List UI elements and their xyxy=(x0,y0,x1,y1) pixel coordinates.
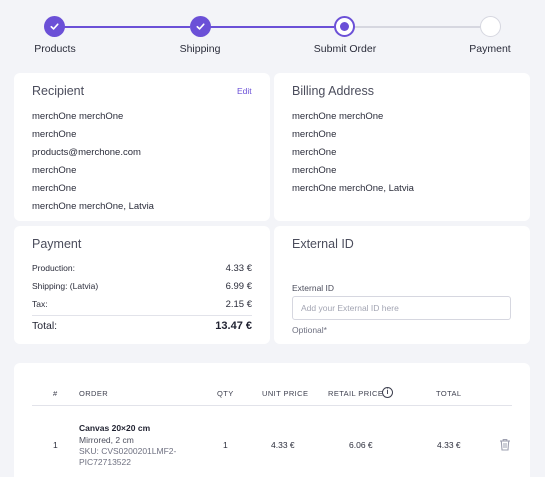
billing-line: merchOne merchOne, Latvia xyxy=(292,183,414,194)
recipient-line: merchOne xyxy=(32,165,77,176)
payment-row-tax: Tax: 2.15 € xyxy=(32,299,252,310)
row-unit-price: 4.33 € xyxy=(271,440,295,450)
payment-title: Payment xyxy=(32,237,82,251)
billing-address-card: Billing Address merchOne merchOne merchO… xyxy=(274,73,530,221)
recipient-line: merchOne merchOne xyxy=(32,111,124,122)
billing-title: Billing Address xyxy=(292,84,374,98)
recipient-line: merchOne merchOne, Latvia xyxy=(32,201,154,212)
step-label-products[interactable]: Products xyxy=(34,43,76,55)
recipient-title: Recipient xyxy=(32,84,85,98)
payment-card: Payment Production: 4.33 € Shipping: (La… xyxy=(14,226,270,344)
external-id-title: External ID xyxy=(292,237,354,251)
billing-line: merchOne xyxy=(292,165,337,176)
step-products-check-icon[interactable] xyxy=(44,16,65,37)
recipient-card: Recipient Edit merchOne merchOne merchOn… xyxy=(14,73,270,221)
row-num: 1 xyxy=(53,440,58,450)
row-qty: 1 xyxy=(223,440,228,450)
retail-price-info-icon[interactable]: i xyxy=(382,387,393,398)
col-header-qty: QTY xyxy=(217,389,234,398)
payment-total-label: Total: xyxy=(32,320,58,332)
step-submit-order-current-icon xyxy=(334,16,355,37)
step-connector xyxy=(64,26,190,28)
external-id-input[interactable] xyxy=(292,296,511,320)
payment-row-label: Tax: xyxy=(32,299,48,309)
col-header-num: # xyxy=(53,389,58,398)
product-sku: SKU: CVS0200201LMF2-PIC72713522 xyxy=(79,446,177,467)
payment-divider xyxy=(32,315,252,316)
external-id-field-label: External ID xyxy=(292,283,335,293)
checkout-stepper: Products Shipping Submit Order Payment xyxy=(0,0,545,62)
payment-row-value: 2.15 € xyxy=(225,299,252,310)
step-label-submit-order: Submit Order xyxy=(313,43,377,55)
payment-row-label: Shipping: (Latvia) xyxy=(32,281,99,291)
product-name: Canvas 20×20 cm xyxy=(79,423,151,433)
step-label-shipping[interactable]: Shipping xyxy=(179,43,221,55)
edit-recipient-link[interactable]: Edit xyxy=(237,86,252,96)
payment-total-value: 13.47 € xyxy=(215,320,252,332)
step-connector xyxy=(354,26,480,28)
billing-line: merchOne merchOne xyxy=(292,111,384,122)
external-id-card: External ID External ID Optional* xyxy=(274,226,530,344)
payment-row-value: 4.33 € xyxy=(225,263,252,274)
table-header-divider xyxy=(32,405,512,406)
payment-row-production: Production: 4.33 € xyxy=(32,263,252,274)
billing-line: merchOne xyxy=(292,129,337,140)
step-connector xyxy=(210,26,334,28)
recipient-line: products@merchone.com xyxy=(32,147,141,158)
payment-row-shipping: Shipping: (Latvia) 6.99 € xyxy=(32,281,252,292)
payment-row-label: Production: xyxy=(32,263,75,273)
step-payment-circle-icon xyxy=(480,16,501,37)
recipient-line: merchOne xyxy=(32,129,77,140)
payment-total-row: Total: 13.47 € xyxy=(32,320,252,332)
row-retail-price: 6.06 € xyxy=(349,440,373,450)
col-header-unit-price: UNIT PRICE xyxy=(262,389,309,398)
row-total: 4.33 € xyxy=(437,440,461,450)
external-id-hint: Optional* xyxy=(292,325,327,335)
col-header-retail-price: RETAIL PRICE xyxy=(328,389,384,398)
col-header-total: TOTAL xyxy=(436,389,462,398)
step-label-payment: Payment xyxy=(469,43,511,55)
payment-row-value: 6.99 € xyxy=(225,281,252,292)
recipient-line: merchOne xyxy=(32,183,77,194)
billing-line: merchOne xyxy=(292,147,337,158)
product-variant: Mirrored, 2 cm xyxy=(79,435,134,445)
col-header-order: ORDER xyxy=(79,389,109,398)
order-table-card xyxy=(14,363,530,477)
delete-trash-icon[interactable] xyxy=(499,438,511,451)
step-shipping-check-icon[interactable] xyxy=(190,16,211,37)
